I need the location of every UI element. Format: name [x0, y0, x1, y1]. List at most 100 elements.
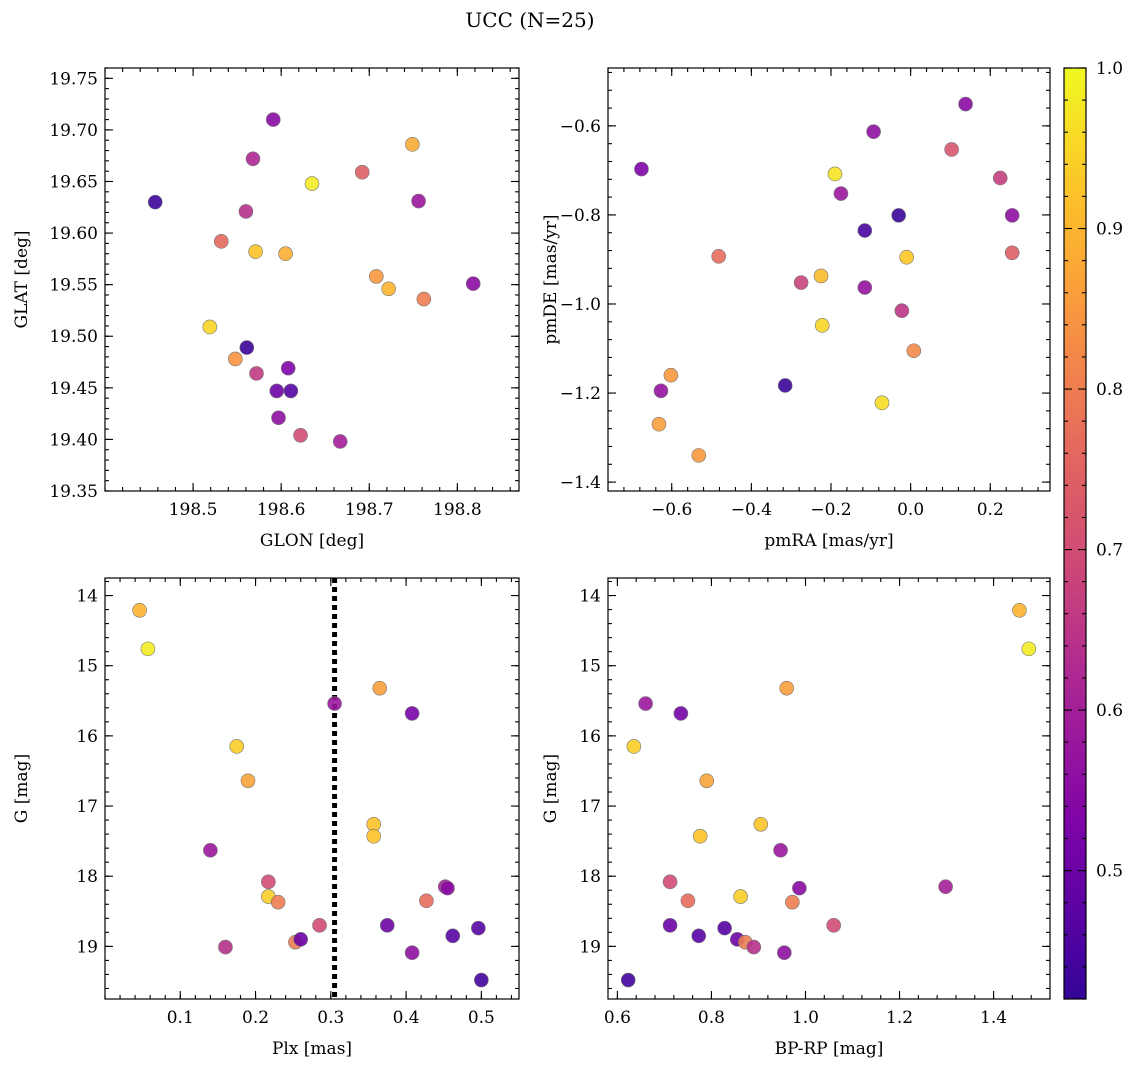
data-point — [717, 920, 732, 936]
data-point — [634, 161, 649, 177]
data-point — [239, 340, 255, 355]
y-axis-label: GLAT [deg] — [12, 230, 32, 328]
data-point — [711, 249, 726, 264]
y-tick-label: 19.45 — [49, 379, 98, 399]
data-point — [699, 773, 715, 789]
data-point — [814, 318, 830, 333]
data-point — [248, 244, 263, 259]
y-tick-label: 19.65 — [49, 172, 98, 192]
x-axis-label: GLON [deg] — [260, 531, 364, 551]
data-point — [229, 739, 245, 754]
data-point — [992, 170, 1008, 186]
colorbar-tick-label: 0.6 — [1096, 701, 1123, 721]
y-tick-label: 15 — [76, 657, 98, 677]
data-point — [1012, 602, 1027, 618]
x-tick-label: 198.8 — [433, 500, 482, 520]
data-point — [471, 920, 486, 936]
data-point — [691, 448, 707, 463]
data-point — [662, 874, 678, 890]
colorbar-tick-label: 0.7 — [1096, 541, 1123, 561]
data-point — [938, 879, 953, 895]
data-point — [327, 696, 342, 711]
data-point — [304, 176, 320, 191]
colorbar-tick-label: 0.8 — [1096, 380, 1123, 400]
x-tick-label: 198.6 — [257, 500, 306, 520]
scatter-panel-3: 0.1 0.2 0.3 0.4 0.5 14 15 16 17 18 19 Plx [mas] G [m… — [12, 577, 520, 1059]
data-point — [826, 918, 842, 933]
data-point — [366, 828, 382, 844]
data-point — [691, 928, 707, 944]
data-point — [833, 186, 849, 201]
data-point — [419, 893, 434, 909]
data-point — [261, 874, 276, 890]
y-axis-label: pmDE [mas/yr] — [541, 214, 561, 344]
data-point — [240, 773, 256, 789]
x-tick-label: 0.3 — [317, 1008, 344, 1028]
data-point — [312, 918, 327, 933]
data-point — [785, 894, 800, 910]
data-point — [283, 383, 299, 399]
x-tick-label: 0.1 — [167, 1008, 194, 1028]
data-point — [773, 842, 788, 858]
y-tick-label: 15 — [579, 657, 601, 677]
data-point — [663, 367, 679, 383]
x-tick-label: 198.7 — [345, 500, 394, 520]
data-point — [465, 276, 481, 291]
scatter-panel-1: 198.5 198.6 198.7 198.8 19.35 19.40 19.45 19.50… — [12, 67, 520, 551]
y-axis-label: G [mag] — [541, 754, 561, 823]
colorbar-frame — [1063, 67, 1087, 1000]
colorbar-tick-label: 0.9 — [1096, 220, 1123, 240]
y-tick-label: 14 — [579, 587, 601, 607]
colorbar: 0.5 0.6 0.7 0.8 0.9 1.0 — [1063, 59, 1123, 1000]
data-point — [404, 945, 420, 960]
data-point — [213, 234, 229, 249]
data-point — [777, 945, 792, 960]
scatter-panels: 198.5 198.6 198.7 198.8 19.35 19.40 19.45 19.50… — [12, 67, 1051, 1059]
y-tick-label: 18 — [76, 867, 98, 887]
y-tick-label: 19.75 — [49, 69, 98, 89]
data-point — [746, 939, 762, 955]
data-point — [265, 112, 281, 127]
x-tick-label: 0.8 — [698, 1008, 725, 1028]
colorbar-tick-label: 0.5 — [1096, 862, 1123, 882]
data-point — [238, 204, 254, 219]
plot-frame — [607, 67, 1051, 492]
data-point — [662, 918, 678, 933]
y-tick-label: 19 — [579, 937, 601, 957]
data-point — [857, 223, 873, 238]
data-point — [779, 680, 794, 696]
y-tick-label: −0.6 — [560, 117, 601, 137]
data-point — [793, 275, 809, 290]
data-point — [411, 193, 426, 209]
y-tick-label: 14 — [76, 587, 98, 607]
y-tick-label: 19.35 — [49, 482, 98, 502]
data-point — [906, 343, 922, 359]
data-point — [293, 932, 309, 947]
x-tick-label: 0.4 — [393, 1008, 420, 1028]
scatter-panel-4: 0.6 0.8 1.0 1.2 1.4 14 15 16 17 18 19 BP-RP [mag] G … — [541, 577, 1051, 1059]
data-point — [372, 680, 388, 696]
x-axis-label: Plx [mas] — [272, 1039, 352, 1059]
data-point — [440, 880, 455, 896]
x-tick-label: 1.0 — [792, 1008, 819, 1028]
x-tick-label: 1.4 — [980, 1008, 1007, 1028]
data-point — [369, 269, 384, 284]
data-point — [147, 194, 163, 210]
plot-frame — [104, 67, 520, 492]
y-tick-label: −1.4 — [560, 473, 601, 493]
data-point — [1004, 245, 1020, 261]
data-point — [249, 366, 264, 381]
data-point — [293, 427, 308, 443]
data-point — [733, 889, 748, 904]
data-point — [203, 842, 218, 858]
data-point — [874, 395, 890, 411]
data-point — [958, 96, 973, 112]
data-point — [354, 164, 370, 180]
data-point — [132, 602, 147, 618]
data-point — [651, 416, 667, 432]
x-tick-label: 0.2 — [977, 500, 1004, 520]
data-point — [673, 706, 689, 721]
x-tick-label: 0.2 — [242, 1008, 269, 1028]
data-point — [270, 894, 286, 910]
x-axis-label: pmRA [mas/yr] — [764, 531, 893, 551]
